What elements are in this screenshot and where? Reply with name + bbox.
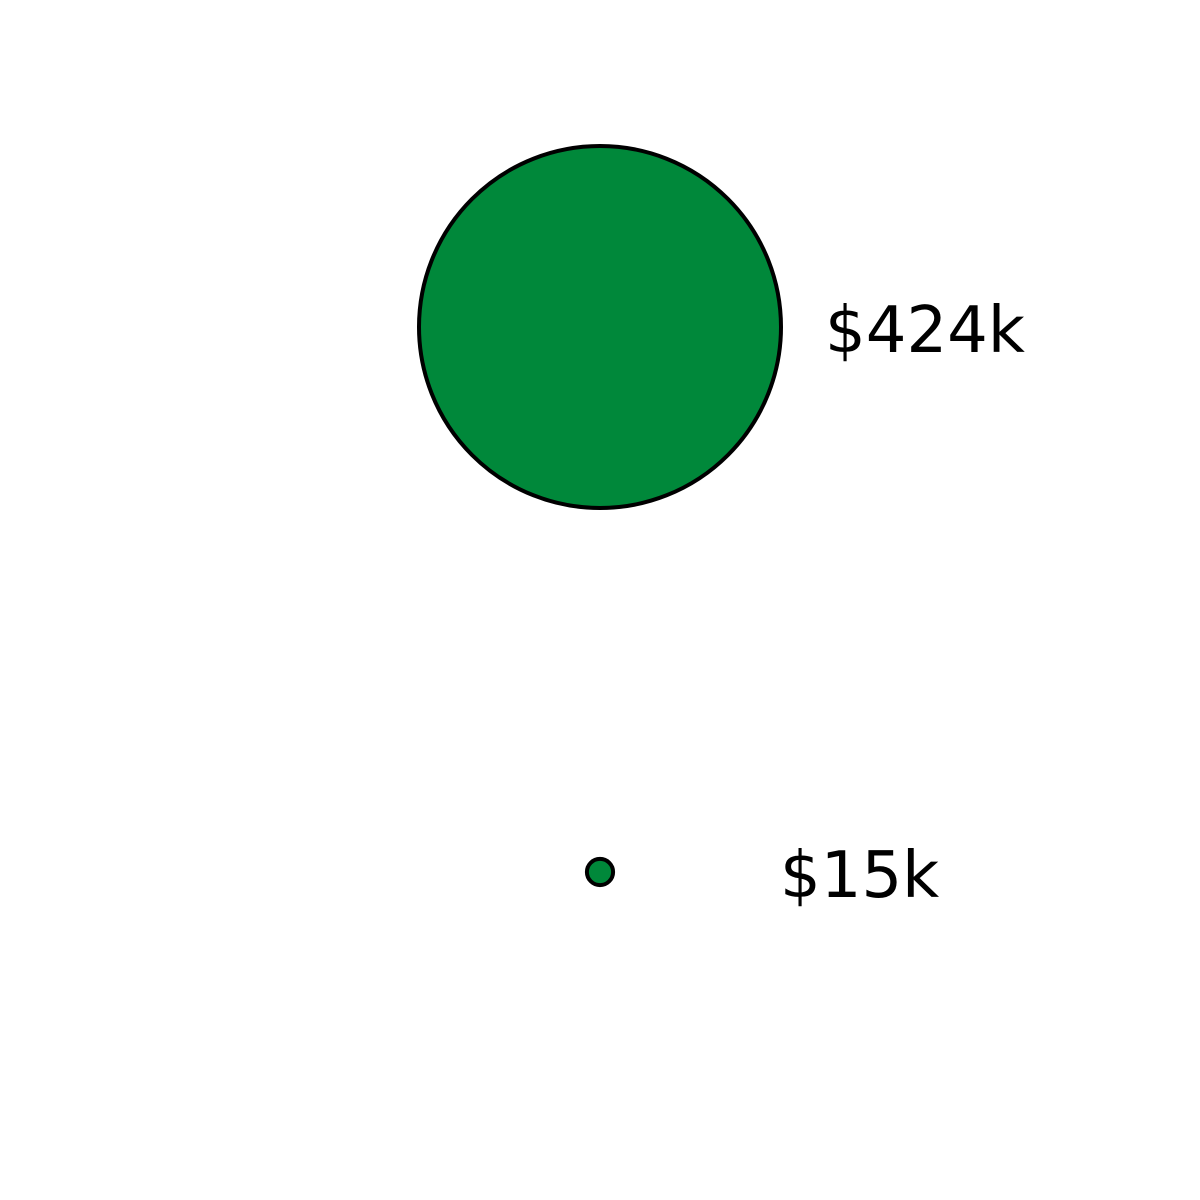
bubble xyxy=(584,856,616,888)
bubble-label: $424k xyxy=(825,294,1025,368)
bubble xyxy=(417,144,783,510)
bubble-label: $15k xyxy=(780,839,939,913)
